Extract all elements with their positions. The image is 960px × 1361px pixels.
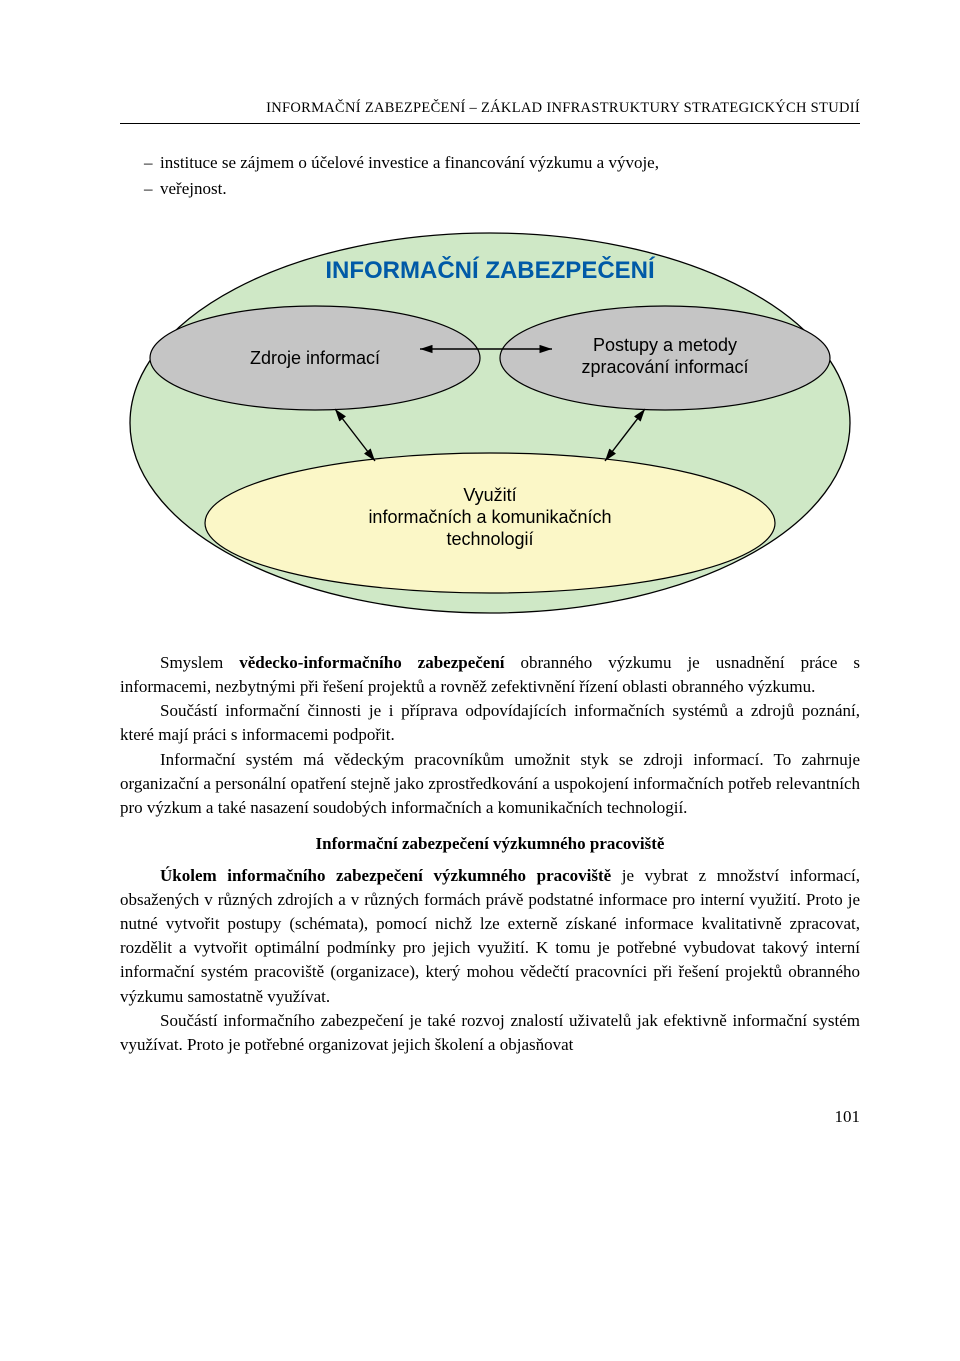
node-sources-label: Zdroje informací: [250, 348, 380, 368]
node-methods-label-2: zpracování informací: [581, 357, 748, 377]
node-tech-label-3: technologií: [446, 529, 533, 549]
bullet-item: veřejnost.: [144, 176, 860, 202]
paragraph-2: Součástí informační činnosti je i přípra…: [120, 699, 860, 747]
diagram-title: INFORMAČNÍ ZABEZPEČENÍ: [325, 256, 656, 284]
bullet-item: instituce se zájmem o účelové investice …: [144, 150, 860, 176]
node-methods-label-1: Postupy a metody: [593, 335, 737, 355]
paragraph-4: Úkolem informačního zabezpečení výzkumné…: [120, 864, 860, 1009]
section-subtitle: Informační zabezpečení výzkumného pracov…: [120, 834, 860, 854]
paragraph-3: Informační systém má vědeckým pracovníků…: [120, 748, 860, 820]
page-header: INFORMAČNÍ ZABEZPEČENÍ – ZÁKLAD INFRASTR…: [120, 100, 860, 124]
header-title: INFORMAČNÍ ZABEZPEČENÍ – ZÁKLAD INFRASTR…: [266, 100, 860, 116]
bold-lead: Úkolem informačního zabezpečení výzkumné…: [160, 866, 611, 885]
intro-bullets: instituce se zájmem o účelové investice …: [144, 150, 860, 201]
paragraph-1: Smyslem vědecko-informačního zabezpečení…: [120, 651, 860, 699]
node-tech-label-1: Využití: [463, 485, 516, 505]
paragraph-5: Součástí informačního zabezpečení je tak…: [120, 1009, 860, 1057]
node-tech-label-2: informačních a komunikačních: [368, 507, 611, 527]
page-number: 101: [120, 1107, 860, 1127]
diagram-svg: INFORMAČNÍ ZABEZPEČENÍ Zdroje informací …: [120, 223, 860, 623]
diagram: INFORMAČNÍ ZABEZPEČENÍ Zdroje informací …: [120, 223, 860, 623]
bold-term: vědecko-informačního zabezpečení: [239, 653, 504, 672]
